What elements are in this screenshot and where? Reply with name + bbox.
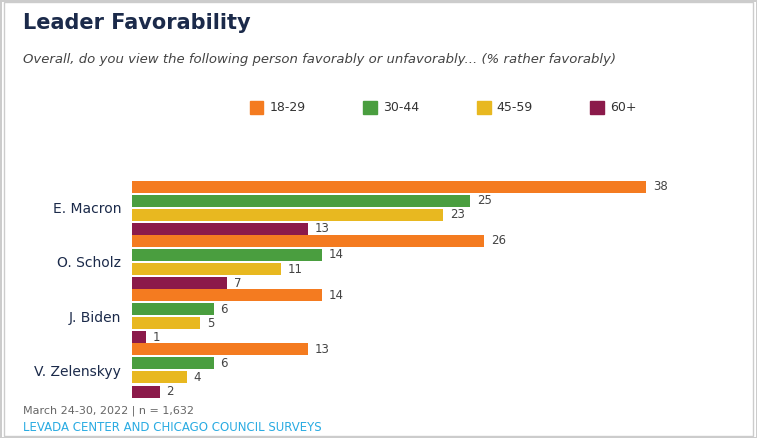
Text: Overall, do you view the following person favorably or unfavorably... (% rather : Overall, do you view the following perso… <box>23 53 615 66</box>
Text: 14: 14 <box>329 289 344 301</box>
Text: Leader Favorability: Leader Favorability <box>23 13 251 33</box>
Text: 5: 5 <box>207 317 214 330</box>
Text: 45-59: 45-59 <box>497 101 533 114</box>
Text: 25: 25 <box>477 194 492 207</box>
Text: 13: 13 <box>315 223 330 235</box>
Bar <box>132 209 444 221</box>
Text: LEVADA CENTER AND CHICAGO COUNCIL SURVEYS: LEVADA CENTER AND CHICAGO COUNCIL SURVEY… <box>23 421 321 434</box>
Bar <box>132 371 186 383</box>
Text: 26: 26 <box>491 234 506 247</box>
Text: 4: 4 <box>193 371 201 384</box>
Text: 1: 1 <box>153 331 160 344</box>
Text: 23: 23 <box>450 208 465 221</box>
Bar <box>132 332 146 343</box>
Bar <box>132 343 308 355</box>
Bar <box>132 317 200 329</box>
Bar <box>132 385 160 398</box>
Text: 7: 7 <box>234 277 241 290</box>
Text: 60+: 60+ <box>610 101 637 114</box>
Text: 14: 14 <box>329 248 344 261</box>
Bar <box>132 235 484 247</box>
Bar <box>132 303 213 315</box>
Text: 38: 38 <box>653 180 668 193</box>
Bar <box>132 180 646 193</box>
Bar <box>132 277 227 289</box>
Text: March 24-30, 2022 | n = 1,632: March 24-30, 2022 | n = 1,632 <box>23 405 194 416</box>
Text: 6: 6 <box>220 357 228 370</box>
Text: 30-44: 30-44 <box>383 101 419 114</box>
Text: 13: 13 <box>315 343 330 356</box>
Bar <box>132 289 322 301</box>
Text: 18-29: 18-29 <box>269 101 306 114</box>
Bar <box>132 195 470 207</box>
Bar <box>132 263 281 275</box>
Text: 2: 2 <box>167 385 174 398</box>
Bar <box>132 249 322 261</box>
Bar <box>132 357 213 369</box>
Text: 6: 6 <box>220 303 228 316</box>
Bar <box>132 223 308 235</box>
Text: 11: 11 <box>288 262 303 276</box>
